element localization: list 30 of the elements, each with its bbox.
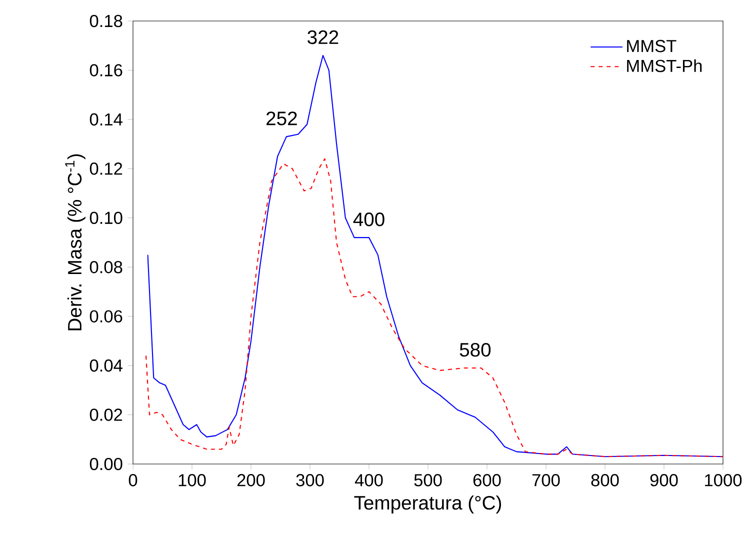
x-tick-label: 0: [128, 474, 138, 486]
y-tick-label: 0.18: [90, 14, 122, 28]
annotation: 580: [460, 342, 491, 357]
x-axis-title: Temperatura (°C): [354, 495, 502, 514]
annotation: 400: [353, 212, 384, 226]
line-series: [145, 158, 724, 458]
annotation: 252: [266, 112, 297, 126]
x-tick-label: 900: [650, 474, 678, 486]
x-tick-label: 200: [237, 474, 265, 486]
x-tick-label: 800: [591, 474, 619, 486]
y-tick-label: 0.16: [90, 64, 122, 76]
y-tick-label: 0.10: [90, 212, 122, 224]
y-tick-label: 0.12: [90, 162, 122, 175]
y-tick-label: 0.00: [90, 458, 122, 470]
x-tick-label: 100: [178, 474, 206, 486]
y-tick-label: 0.02: [90, 408, 122, 421]
y-tick-label: 0.04: [90, 359, 122, 372]
x-tick-label: 500: [414, 474, 442, 486]
x-tick-label: 600: [473, 474, 501, 486]
y-tick-label: 0.06: [90, 310, 122, 322]
legend-label: MMST: [627, 40, 676, 52]
x-tick-label: 700: [532, 474, 560, 486]
x-tick-label: 1000: [705, 474, 742, 486]
legend-label: MMST-Ph: [627, 59, 702, 72]
y-axis-title: Deriv. Masa (% °C$^{-1}$): [65, 154, 86, 330]
x-tick-label: 300: [296, 474, 324, 486]
y-tick-label: 0.14: [90, 113, 122, 126]
x-tick-label: 400: [354, 474, 383, 486]
y-tick-label: 0.08: [90, 260, 122, 274]
annotation: 322: [308, 30, 338, 44]
